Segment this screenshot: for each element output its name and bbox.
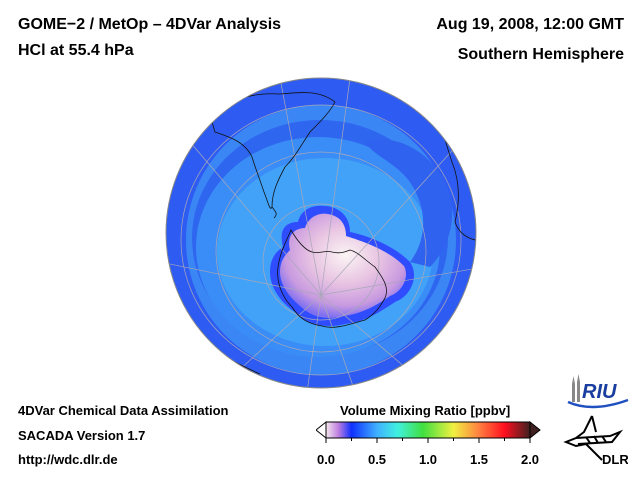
coastline-south-america: [211, 92, 336, 209]
colorbar-gradient-bar: [325, 421, 531, 439]
graticule: [166, 78, 476, 388]
colorbar: [316, 420, 541, 443]
footer-line1: 4DVar Chemical Data Assimilation: [18, 403, 229, 418]
footer-link[interactable]: http://wdc.dlr.de: [18, 452, 118, 467]
datetime-label: Aug 19, 2008, 12:00 GMT: [436, 16, 624, 33]
cathedral-icon: [572, 374, 580, 402]
colorbar-tick-label: 2.0: [520, 452, 540, 467]
dlr-logo: DLR: [563, 415, 628, 467]
riu-logo-text: RIU: [582, 381, 617, 403]
colorbar-under-arrow: [316, 420, 327, 440]
coastline-antarctica: [277, 229, 387, 328]
coastline-australia: [250, 390, 400, 402]
dlr-logo-text: DLR: [602, 452, 628, 467]
colorbar-tick-label: 0.5: [367, 452, 387, 467]
dlr-aircraft-icon: [563, 415, 624, 461]
colorbar-tick-label: 0.0: [316, 452, 336, 467]
title-line1: GOME−2 / MetOp – 4DVar Analysis: [18, 16, 282, 33]
colorbar-title: Volume Mixing Ratio [ppbv]: [340, 403, 511, 418]
colorbar-over-arrow: [529, 420, 541, 440]
title-line2: HCl at 55.4 hPa: [18, 42, 134, 59]
globe-map: [165, 77, 477, 402]
colorbar-tick-label: 1.0: [418, 452, 438, 467]
wave-icon: [567, 398, 629, 409]
coastline-tierra-del-fuego: [271, 206, 277, 219]
globe-outline: [165, 77, 477, 389]
region-label: Southern Hemisphere: [457, 46, 624, 63]
field-filament: [365, 139, 453, 267]
riu-logo: RIU: [567, 374, 629, 409]
colorbar-tick-label: 1.5: [469, 452, 489, 467]
footer-line2: SACADA Version 1.7: [18, 428, 146, 443]
vortex-core: [280, 213, 407, 318]
